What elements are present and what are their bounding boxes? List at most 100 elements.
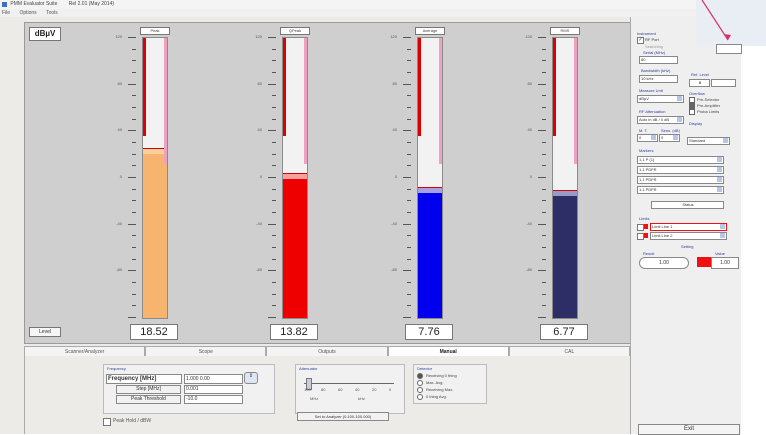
- reference-extra-field[interactable]: [711, 79, 736, 87]
- detector-option[interactable]: Receiving Max.: [417, 386, 485, 393]
- marker-select[interactable]: 1.1 P (1): [637, 156, 724, 164]
- scale-tick: [272, 188, 276, 190]
- scale-label: 40: [392, 127, 397, 133]
- chevron-down-icon[interactable]: [651, 135, 656, 140]
- chevron-down-icon[interactable]: [677, 96, 682, 101]
- radio-icon[interactable]: [417, 393, 423, 400]
- chevron-down-icon[interactable]: [720, 233, 725, 238]
- chevron-down-icon[interactable]: [717, 167, 722, 172]
- overflow-option[interactable]: Pre-Selector: [689, 97, 739, 103]
- attenuator-slider-thumb[interactable]: [306, 378, 312, 390]
- sensitivity-select[interactable]: 0: [659, 134, 680, 142]
- radio-icon[interactable]: [417, 372, 423, 379]
- callout-target-field[interactable]: [716, 44, 742, 54]
- tab-bar: Scanner/Analyzer Scope Outputs Manual CAL: [24, 346, 630, 358]
- rf-port-label: RF Port: [645, 37, 659, 42]
- meter-readout: 18.52: [130, 324, 178, 340]
- attenuator-slider-track[interactable]: [304, 383, 394, 384]
- measure-unit-select[interactable]: dBµV: [637, 95, 684, 103]
- meter-peak-marker: [553, 190, 577, 191]
- radio-icon[interactable]: [417, 379, 423, 386]
- display-select[interactable]: Standard: [687, 137, 730, 145]
- scale-tick: [542, 118, 546, 120]
- exit-button[interactable]: Exit: [638, 424, 740, 435]
- chevron-down-icon[interactable]: [677, 117, 682, 122]
- chevron-down-icon[interactable]: [723, 138, 728, 143]
- limits-list: Limit Line 1 Limit Line 2: [637, 223, 731, 241]
- scale-tick: [407, 293, 411, 295]
- attenuator-group: Attenuator 100 80 60 40 20 0 MHz kHz: [295, 364, 405, 414]
- scale-tick: [407, 107, 411, 108]
- chevron-down-icon[interactable]: [673, 135, 678, 140]
- scale-tick: [542, 282, 546, 283]
- limit-checkbox[interactable]: [637, 224, 644, 231]
- checkbox-icon[interactable]: [689, 109, 695, 115]
- limit-value: Limit Line 2: [652, 233, 673, 238]
- limit-select[interactable]: Limit Line 1: [650, 223, 727, 231]
- peak-hold-checkbox[interactable]: [103, 418, 111, 426]
- serial-input[interactable]: 80: [639, 56, 678, 64]
- marker-select[interactable]: 1.1 PDFR: [637, 176, 724, 184]
- menu-file[interactable]: File: [2, 10, 11, 16]
- meter-tube: [417, 37, 443, 319]
- marker-select[interactable]: 1.1 PDFR: [637, 186, 724, 194]
- meter-readout: 13.82: [270, 324, 318, 340]
- value-field[interactable]: 1.00: [711, 257, 739, 269]
- level-button[interactable]: Level: [29, 327, 61, 337]
- limit-select[interactable]: Limit Line 2: [650, 232, 727, 240]
- slider-scale-label: 100: [304, 387, 311, 392]
- frequency-spin-icon[interactable]: ⇕: [244, 372, 258, 384]
- scale-tick: [272, 142, 276, 143]
- attenuator-scale: 100 80 60 40 20 0: [304, 387, 394, 393]
- marker-value: 1.1 PDFR: [639, 187, 657, 192]
- scale-tick: [538, 130, 546, 132]
- menu-options[interactable]: Options: [19, 10, 37, 16]
- slider-scale-label: 40: [355, 387, 360, 392]
- scale-tick: [407, 95, 411, 97]
- scale-tick: [128, 83, 136, 85]
- meter-cap: [418, 188, 442, 193]
- set-to-analyzer-button[interactable]: Set to Analyzer (0.100-100.000): [297, 412, 389, 421]
- menu-tools[interactable]: Tools: [46, 10, 58, 16]
- bandwidth-input[interactable]: 10 kHz: [639, 75, 678, 83]
- marker-status[interactable]: Status: [651, 201, 724, 209]
- mt-label: M. T.: [639, 128, 648, 133]
- meter-scale: [126, 37, 136, 318]
- meter-fill: [283, 179, 307, 318]
- chevron-down-icon[interactable]: [717, 177, 722, 182]
- checkbox-icon[interactable]: [689, 97, 695, 103]
- scale-tick: [542, 305, 546, 307]
- frequency-group-label: Frequency: [107, 366, 126, 371]
- checkbox-icon[interactable]: [689, 103, 695, 109]
- limit-color-swatch: [644, 224, 648, 229]
- limit-checkbox[interactable]: [637, 233, 644, 240]
- peak-threshold-input[interactable]: -10.0: [184, 395, 243, 404]
- detector-option[interactable]: Receiving 0 thing: [417, 372, 485, 379]
- scale-label: -40: [526, 220, 532, 226]
- detector-option[interactable]: 0 thing Avg.: [417, 393, 485, 400]
- attenuator-label: Attenuator: [299, 366, 318, 371]
- chevron-down-icon[interactable]: [720, 224, 725, 229]
- overflow-option[interactable]: Pre-Amplifier: [689, 103, 739, 109]
- peak-threshold-button[interactable]: Peak Threshold: [116, 395, 181, 404]
- chevron-down-icon[interactable]: [717, 187, 722, 192]
- scale-label: 40: [527, 127, 532, 133]
- chevron-down-icon[interactable]: [717, 157, 722, 162]
- step-mhz-input[interactable]: 0.001: [184, 385, 243, 394]
- meter-readout: 6.77: [540, 324, 588, 340]
- unit-display[interactable]: dBµV: [29, 27, 61, 41]
- result-button[interactable]: 1.00: [639, 257, 689, 269]
- reference-field[interactable]: 0: [689, 79, 710, 87]
- frequency-input[interactable]: 1.000 0.00: [184, 374, 243, 384]
- rf-port-checkbox[interactable]: ✓: [637, 37, 644, 44]
- scale-tick: [407, 153, 411, 155]
- step-mhz-button[interactable]: Step [MHz]: [116, 385, 181, 394]
- overflow-option[interactable]: Proba Limits: [689, 109, 739, 115]
- scale-label: 120: [115, 34, 122, 39]
- rf-attenuation-select[interactable]: Auto in dB / 0 dB: [637, 116, 684, 124]
- detector-option[interactable]: Max. Avg.: [417, 379, 485, 386]
- mt-select[interactable]: 0: [637, 134, 658, 142]
- sensitivity-label: Sens. (dB): [661, 128, 680, 133]
- radio-icon[interactable]: [417, 386, 423, 393]
- marker-select[interactable]: 1.1 PDFR: [637, 166, 724, 174]
